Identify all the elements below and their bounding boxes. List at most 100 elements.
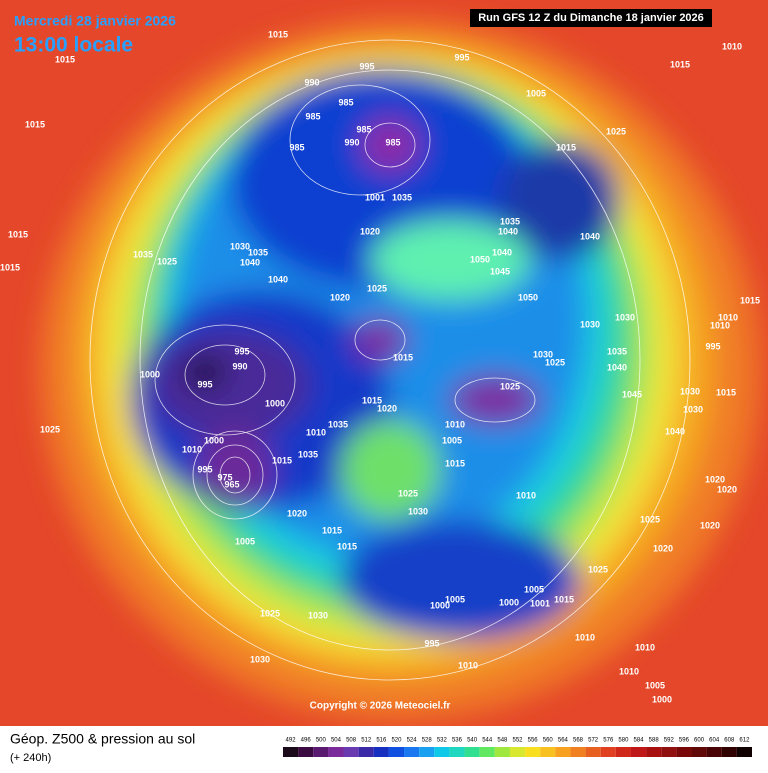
scale-label: 608 [724,738,735,744]
isobar-label: 985 [289,142,304,152]
scale-swatch [449,747,465,757]
isobar-label: 975 [217,472,232,482]
isobar-label: 1000 [430,600,450,610]
isobar-label: 1040 [665,426,685,436]
run-info: Run GFS 12 Z du Dimanche 18 janvier 2026 [478,12,704,24]
scale-label: 596 [679,738,690,744]
isobar-label: 1025 [398,488,418,498]
isobar-label: 995 [424,638,439,648]
isobar-label: 1015 [362,395,382,405]
isobar-label: 1015 [55,54,75,64]
scale-label: 604 [709,738,720,744]
isobar-label: 1040 [580,231,600,241]
scale-swatch [721,747,737,757]
scale-label: 552 [512,738,523,744]
scale-swatch [343,747,359,757]
isobar-label: 965 [224,479,239,489]
scale-label: 532 [437,738,448,744]
isobar-label: 995 [234,346,249,356]
copyright: Copyright © 2026 Meteociel.fr [310,701,451,712]
scale-label: 496 [301,738,312,744]
scale-swatch [313,747,329,757]
scale-label: 500 [316,738,327,744]
geopotential-field [40,20,760,720]
isobar-label: 1020 [700,520,720,530]
isobar-label: 1020 [717,484,737,494]
scale-swatch [328,747,344,757]
isobar-label: 1015 [322,525,342,535]
isobar-label: 1000 [265,398,285,408]
isobar-label: 1040 [498,226,518,236]
isobar-label: 1010 [718,312,738,322]
isobar-label: 995 [359,61,374,71]
scale-swatch [358,747,374,757]
date: Mercredi 28 janvier 2026 [14,13,176,29]
scale-label: 584 [634,738,645,744]
isobar-label: 1010 [575,632,595,642]
isobars [89,39,691,681]
isobar-label: 1030 [680,386,700,396]
isobar-label: 1010 [458,660,478,670]
isobar-label: 1020 [287,508,307,518]
isobar-label: 1025 [606,126,626,136]
isobar-label: 1050 [470,254,490,264]
scale-swatch [464,747,480,757]
isobar-label: 1020 [705,474,725,484]
scale-label: 544 [482,738,493,744]
isobar-label: 990 [344,137,359,147]
scale-swatch [691,747,707,757]
scale-swatch [298,747,314,757]
scale-swatch [555,747,571,757]
isobar-label: 995 [705,341,720,351]
isobar-label: 1035 [298,449,318,459]
isobar-label: 1025 [500,381,520,391]
isobar-label: 1015 [393,352,413,362]
isobar-label: 1035 [500,216,520,226]
scale-label: 568 [573,738,584,744]
scale-swatch [706,747,722,757]
isobar-label: 1015 [556,142,576,152]
scale-swatch [494,747,510,757]
isobar-label: 1015 [716,387,736,397]
scale-label: 492 [286,738,297,744]
isobar-label: 1010 [710,320,730,330]
isobar-label: 1015 [670,59,690,69]
isobar-label: 1030 [250,654,270,664]
scale-swatch [646,747,662,757]
isobar-label: 1000 [140,369,160,379]
isobar-label: 1010 [445,419,465,429]
scale-swatch [585,747,601,757]
isobar-label: 1001 [365,192,385,202]
scale-label: 588 [649,738,660,744]
isobar-label: 1015 [268,29,288,39]
scale-swatch [525,747,541,757]
scale-label: 564 [558,738,569,744]
lead-time: (+ 240h) [10,752,51,764]
scale-swatch [479,747,495,757]
scale-label: 572 [588,738,599,744]
isobar-label: 1010 [722,41,742,51]
isobar-label: 1015 [272,455,292,465]
scale-swatch [676,747,692,757]
isobar-label: 1015 [554,594,574,604]
isobar-label: 985 [356,124,371,134]
isobar-label: 1010 [635,642,655,652]
scale-label: 556 [528,738,539,744]
isobar-label: 1000 [204,435,224,445]
scale-label: 512 [361,738,372,744]
isobar-label: 1045 [622,389,642,399]
isobar-label: 1015 [0,262,20,272]
isobar-label: 1010 [516,490,536,500]
isobar-label: 1035 [328,419,348,429]
scale-swatch [509,747,526,757]
isobar-label: 1015 [25,119,45,129]
isobar-label: 1025 [640,514,660,524]
scale-label: 524 [407,738,418,744]
scale-label: 548 [497,738,508,744]
scale-swatch [736,747,752,757]
scale-swatch [600,747,616,757]
isobar-label: 1015 [8,229,28,239]
scale-swatch [388,747,405,757]
isobar-label: 1030 [615,312,635,322]
